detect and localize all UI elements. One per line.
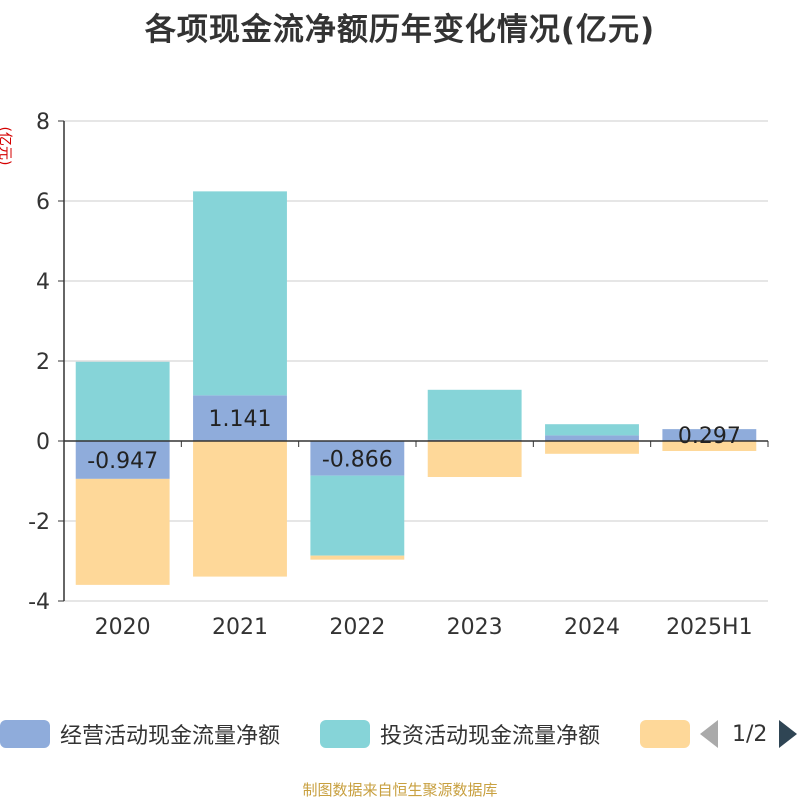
data-label: -0.866 <box>322 447 393 472</box>
data-label: 0.297 <box>678 424 741 449</box>
bar-2024-series-2 <box>545 441 639 454</box>
legend-item-financing[interactable] <box>640 716 700 752</box>
y-tick-label: -2 <box>28 510 50 535</box>
source-note: 制图数据来自恒生聚源数据库 <box>302 781 498 799</box>
legend-swatch-operating <box>0 720 50 748</box>
data-label: -0.947 <box>87 449 158 474</box>
legend-swatch-financing <box>640 720 690 748</box>
bar-2025H1-series-0 <box>662 429 757 441</box>
pager-next-icon[interactable] <box>779 720 798 748</box>
legend-pager: 1/2 <box>700 716 798 752</box>
y-tick-label: -4 <box>28 590 50 615</box>
bar-2022-series-2 <box>310 555 405 560</box>
legend-item-investing[interactable]: 投资活动现金流量净额 <box>320 716 600 752</box>
y-tick-label: 6 <box>36 190 50 215</box>
y-tick-label: 8 <box>36 110 50 135</box>
y-tick-label: 2 <box>36 350 50 375</box>
y-tick-label: 4 <box>36 270 50 295</box>
bar-2023-series-2 <box>427 441 522 477</box>
grid-lines <box>64 120 768 602</box>
bars <box>75 191 757 585</box>
bar-2023-series-1 <box>427 389 522 440</box>
x-tick-label: 2025H1 <box>666 615 753 640</box>
stacked-bar-chart: -4 -2 0 2 4 6 8 2020 2021 2022 2023 2024 2025H1 -0.9… <box>28 110 769 640</box>
bar-2022-series-1 <box>310 475 405 556</box>
legend-label-investing: 投资活动现金流量净额 <box>380 724 601 749</box>
bar-2021-series-0 <box>193 395 287 441</box>
data-labels: -0.947 1.141 -0.866 0.297 <box>87 407 741 474</box>
y-tick-label: 0 <box>36 430 50 455</box>
bar-2021-series-1 <box>193 191 287 396</box>
bar-2021-series-2 <box>193 441 287 577</box>
legend-swatch-investing <box>320 720 370 748</box>
x-tick-label: 2022 <box>329 615 385 640</box>
bar-2020-series-2 <box>75 478 170 585</box>
x-tick-label: 2021 <box>212 615 268 640</box>
x-tick-label: 2023 <box>447 615 503 640</box>
pager-prev-icon[interactable] <box>700 720 718 748</box>
data-label: 1.141 <box>209 407 272 432</box>
legend-label-operating: 经营活动现金流量净额 <box>60 724 281 749</box>
bar-2024-series-1 <box>545 424 639 436</box>
x-tick-label: 2020 <box>95 615 151 640</box>
bar-2025H1-series-2 <box>662 441 757 451</box>
bar-2020-series-0 <box>75 441 170 479</box>
legend: 经营活动现金流量净额 投资活动现金流量净额 1/2 <box>0 716 800 752</box>
x-tick-label: 2024 <box>564 615 620 640</box>
pager-page-indicator: 1/2 <box>732 721 768 747</box>
chart-title: 各项现金流净额历年变化情况(亿元) <box>144 12 656 48</box>
bar-2020-series-1 <box>75 361 170 441</box>
bar-2022-series-0 <box>310 441 405 476</box>
legend-item-operating[interactable]: 经营活动现金流量净额 <box>0 716 280 752</box>
bar-2024-series-0 <box>545 435 639 441</box>
axes: -4 -2 0 2 4 6 8 2020 2021 2022 2023 2024 2025H1 <box>28 110 769 640</box>
